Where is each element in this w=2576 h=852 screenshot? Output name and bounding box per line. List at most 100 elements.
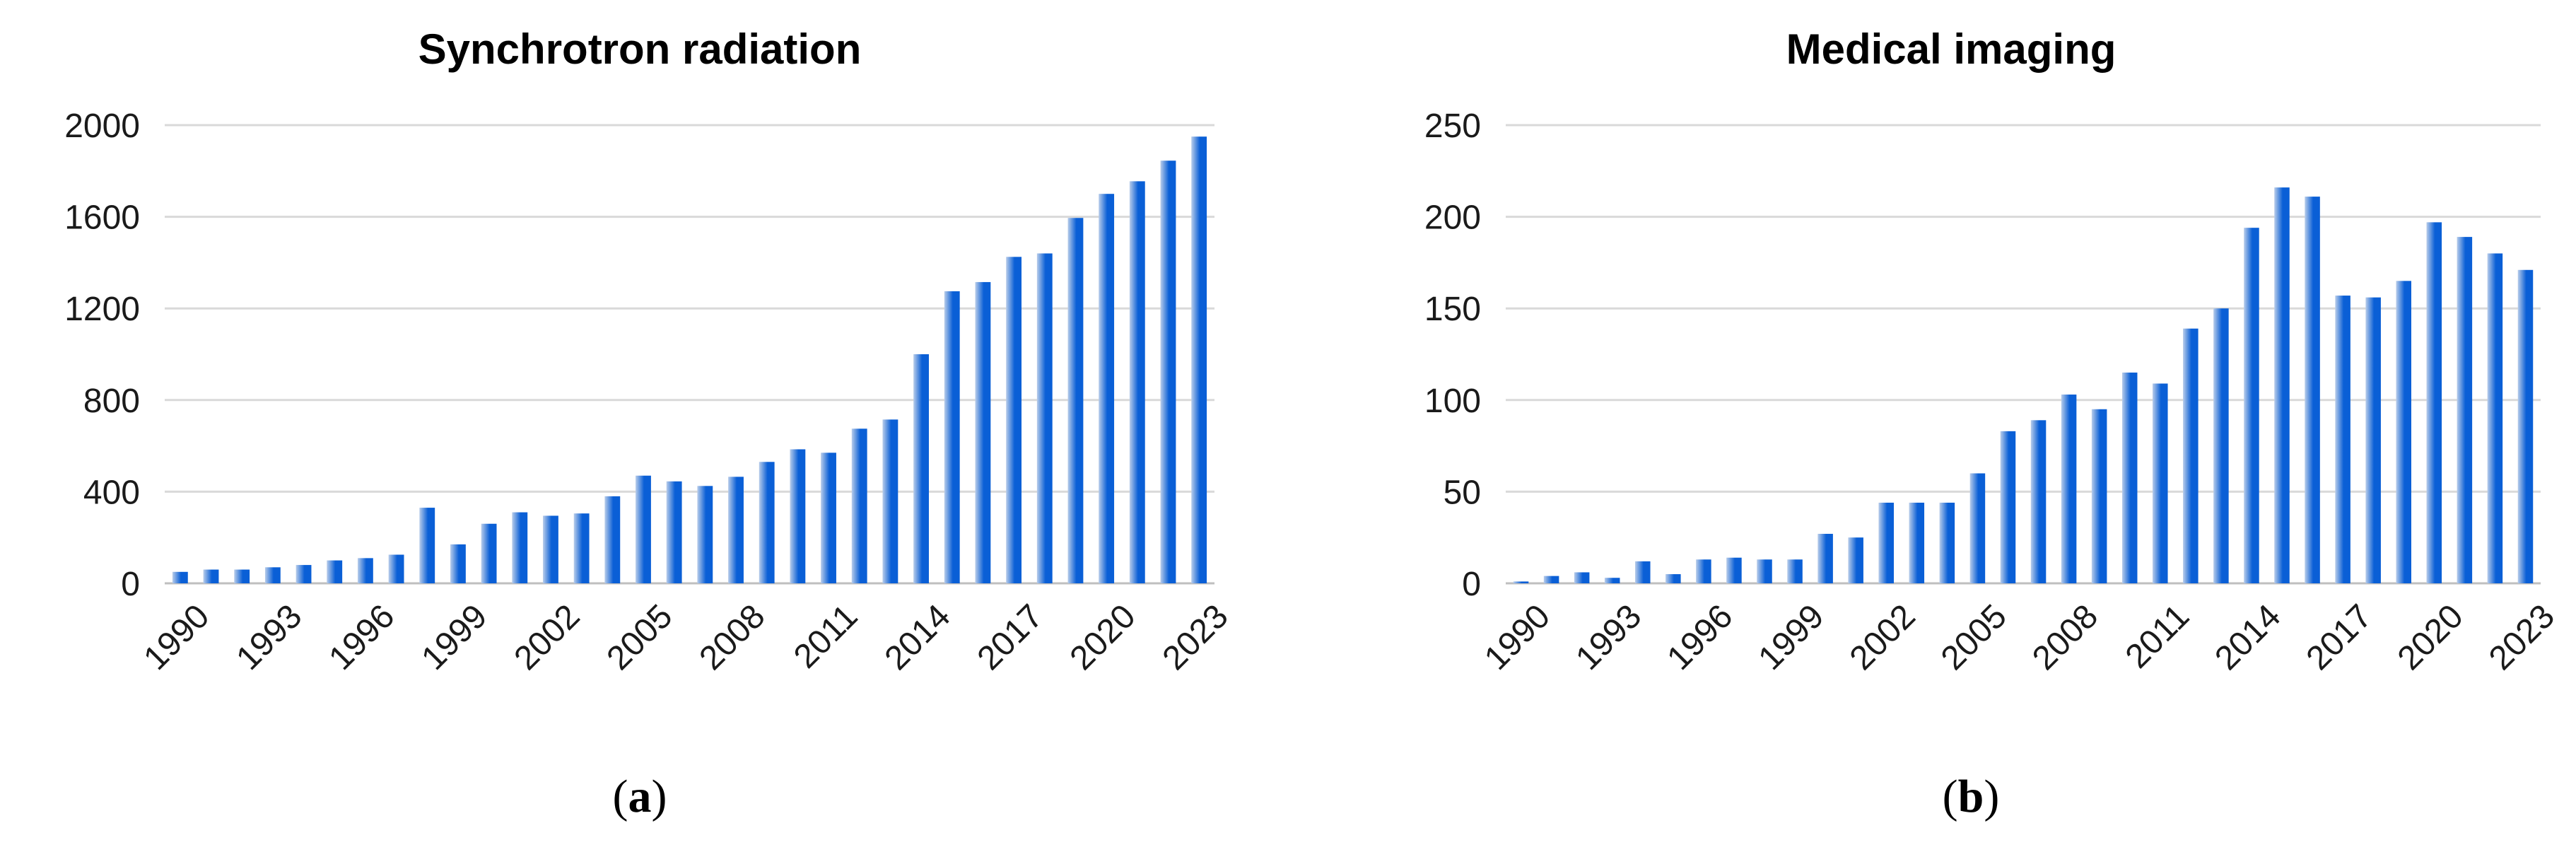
bar-2002 — [543, 515, 558, 583]
bar-2003 — [1909, 502, 1925, 583]
caption-open-paren: ( — [1943, 771, 1958, 822]
bar-2004 — [1939, 502, 1955, 583]
bar-1997 — [1726, 557, 1742, 583]
y-tick-label: 100 — [1424, 383, 1481, 420]
bar-2001 — [1848, 537, 1863, 583]
x-axis: 1990 1993 1996 1999 2002 2005 2008 2011 2014 2017… — [136, 597, 1235, 677]
x-tick-label: 1999 — [1752, 597, 1832, 677]
bar-2017 — [1006, 257, 1022, 583]
bar-2007 — [2030, 420, 2047, 583]
x-tick-label: 2017 — [2300, 597, 2379, 677]
y-axis: 0 50 100 150 200 250 — [1424, 107, 1481, 603]
caption-letter: b — [1958, 771, 1984, 822]
bar-1990 — [172, 571, 188, 583]
x-tick-label: 2005 — [600, 597, 680, 677]
x-tick-label: 2005 — [1934, 597, 2014, 677]
bar-2015 — [2274, 187, 2290, 583]
x-tick-label: 1993 — [229, 597, 309, 677]
bar-2022 — [1160, 161, 1176, 584]
x-tick-label: 1990 — [136, 597, 216, 677]
x-tick-label: 2011 — [2119, 597, 2196, 675]
bar-2011 — [2153, 383, 2168, 583]
bar-1991 — [203, 569, 219, 583]
x-tick-label: 2020 — [1063, 597, 1143, 677]
bar-2014 — [2244, 228, 2259, 583]
bar-2008 — [728, 477, 744, 583]
bar-2023 — [1191, 136, 1207, 583]
bar-2008 — [2061, 395, 2077, 583]
bar-1999 — [1787, 559, 1803, 583]
bar-2002 — [1878, 502, 1894, 583]
bar-1998 — [1757, 559, 1772, 583]
x-tick-label: 1996 — [322, 597, 402, 677]
bar-2014 — [913, 354, 929, 583]
x-tick-label: 2008 — [2025, 597, 2105, 677]
bar-1991 — [1543, 576, 1559, 583]
bar-1992 — [1574, 572, 1590, 583]
bar-2006 — [666, 481, 682, 583]
x-tick-label: 2020 — [2391, 597, 2471, 677]
bar-2018 — [1036, 253, 1053, 583]
bar-2013 — [882, 419, 898, 583]
bar-2016 — [975, 281, 991, 583]
x-tick-label: 1993 — [1569, 597, 1649, 677]
bar-2018 — [2365, 297, 2381, 583]
bar-2012 — [2183, 328, 2199, 583]
x-tick-label: 2008 — [693, 597, 773, 677]
bar-2012 — [851, 428, 867, 583]
caption-open-paren: ( — [613, 771, 628, 822]
bar-1993 — [264, 567, 281, 583]
x-tick-label: 2023 — [2482, 597, 2562, 677]
y-tick-label: 0 — [121, 566, 140, 603]
bar-1994 — [295, 565, 312, 583]
panel-caption: (b) — [1943, 771, 2000, 822]
y-tick-label: 2000 — [64, 107, 140, 145]
bar-2007 — [697, 486, 713, 583]
y-tick-label: 800 — [83, 383, 140, 420]
y-tick-label: 400 — [83, 474, 140, 511]
bar-1996 — [357, 558, 373, 583]
panel-caption: (a) — [613, 771, 667, 822]
y-tick-label: 200 — [1424, 199, 1481, 237]
caption-letter: a — [628, 771, 652, 822]
x-tick-label: 1990 — [1477, 597, 1557, 677]
bar-2017 — [2335, 296, 2350, 583]
bar-2021 — [2457, 237, 2473, 583]
x-tick-label: 2002 — [508, 597, 587, 677]
bar-2022 — [2487, 253, 2503, 583]
chart-panel-medical-imaging: Medical imaging 0 50 100 150 200 250 1990 1993… — [1424, 25, 2562, 822]
y-axis: 0 400 800 1200 1600 2000 — [64, 107, 140, 603]
bar-2009 — [2091, 409, 2107, 583]
chart-title: Medical imaging — [1786, 25, 2117, 73]
bar-1998 — [419, 508, 435, 583]
bar-2005 — [1969, 473, 1986, 583]
y-tick-label: 1600 — [64, 199, 140, 237]
bar-1997 — [388, 554, 404, 583]
bar-2004 — [604, 496, 621, 583]
y-tick-label: 150 — [1424, 291, 1481, 328]
bar-1990 — [1513, 581, 1529, 583]
bar-2006 — [2000, 431, 2016, 583]
bar-2016 — [2305, 197, 2320, 583]
bar-2019 — [1067, 218, 1084, 584]
bar-2000 — [481, 523, 497, 583]
bar-1995 — [327, 560, 343, 583]
bar-2011 — [821, 453, 836, 583]
bar-2020 — [1099, 194, 1115, 583]
bar-series — [172, 136, 1207, 584]
bar-2001 — [512, 512, 528, 583]
bar-2003 — [573, 513, 590, 583]
bar-2023 — [2517, 269, 2534, 583]
x-tick-label: 2014 — [878, 597, 958, 677]
y-tick-label: 50 — [1444, 474, 1481, 511]
bar-2019 — [2396, 281, 2411, 583]
bar-2020 — [2426, 222, 2442, 583]
caption-close-paren: ) — [652, 771, 667, 822]
bar-1994 — [1635, 561, 1651, 583]
bar-2005 — [636, 475, 651, 583]
bar-1999 — [450, 544, 466, 583]
chart-title: Synchrotron radiation — [418, 25, 862, 73]
y-tick-label: 250 — [1424, 107, 1481, 145]
gridlines — [165, 124, 1214, 585]
